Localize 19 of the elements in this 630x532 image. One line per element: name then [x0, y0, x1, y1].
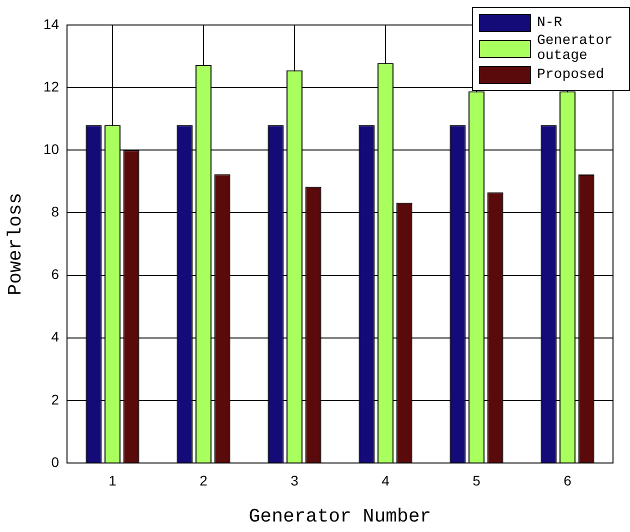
y-tick-label: 8: [51, 204, 60, 220]
x-tick-label: 2: [200, 472, 208, 488]
y-tick-label: 2: [51, 391, 60, 408]
y-tick-label: 4: [51, 328, 60, 345]
x-tick-label: 1: [108, 472, 117, 488]
y-tick-label: 0: [51, 454, 60, 470]
x-tick-label: 4: [382, 472, 390, 488]
y-tick-label: 12: [43, 78, 60, 94]
y-tick-label: 10: [43, 141, 60, 157]
y-tick-label: 14: [43, 16, 60, 32]
x-axis-title: Generator Number: [248, 506, 432, 528]
y-axis-title: Powerloss: [4, 192, 26, 296]
legend-label: Proposed: [537, 66, 606, 82]
y-tick-label: 6: [51, 266, 60, 282]
legend-label: N-R: [537, 14, 564, 30]
x-tick-label: 3: [290, 472, 299, 488]
x-tick-label: 6: [564, 472, 572, 488]
legend-label: Generator outage: [537, 33, 614, 64]
x-tick-label: 5: [472, 472, 481, 488]
